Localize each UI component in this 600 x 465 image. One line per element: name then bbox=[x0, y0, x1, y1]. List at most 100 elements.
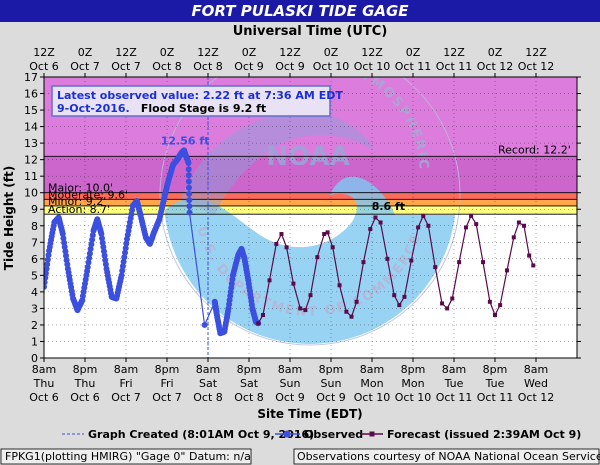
x-tick-day: Thu bbox=[74, 377, 96, 390]
forecast-point bbox=[445, 306, 450, 311]
watermark-water bbox=[165, 176, 455, 344]
x-tick-date: Oct 10 bbox=[395, 391, 432, 404]
y-tick-label: 5 bbox=[31, 269, 38, 282]
forecast-point bbox=[421, 213, 426, 218]
peak-label: 12.56 ft bbox=[161, 134, 210, 147]
info-latest-value: Latest observed value: 2.22 ft at 7:36 A… bbox=[57, 89, 343, 102]
legend-forecast-marker bbox=[369, 431, 375, 437]
forecast-point bbox=[426, 223, 431, 228]
moderate-zone bbox=[44, 192, 577, 200]
x-tick-time: 8pm bbox=[73, 363, 98, 376]
forecast-point bbox=[308, 293, 313, 298]
forecast-point bbox=[474, 222, 479, 227]
x-tick-day: Fri bbox=[119, 377, 132, 390]
forecast-point bbox=[368, 227, 373, 232]
x-tick-time: 8am bbox=[196, 363, 220, 376]
utc-tick-time: 12Z bbox=[443, 46, 465, 59]
forecast-point bbox=[463, 225, 468, 230]
utc-tick-time: 0Z bbox=[78, 46, 93, 59]
observed-point bbox=[89, 236, 96, 243]
observed-point bbox=[186, 190, 193, 197]
utc-tick-time: 12Z bbox=[525, 46, 547, 59]
observed-point bbox=[122, 245, 129, 252]
observed-point bbox=[100, 244, 107, 250]
observed-point bbox=[120, 258, 127, 265]
forecast-point bbox=[325, 230, 330, 235]
x-tick-time: 8am bbox=[524, 363, 548, 376]
x-tick-date: Oct 7 bbox=[111, 391, 141, 404]
minor-zone bbox=[44, 199, 577, 206]
forecast-point bbox=[291, 281, 296, 286]
x-tick-time: 8am bbox=[360, 363, 384, 376]
legend-forecast: Forecast (issued 2:39AM Oct 9) bbox=[387, 428, 581, 441]
x-tick-date: Oct 12 bbox=[518, 391, 555, 404]
forecast-point bbox=[354, 299, 359, 304]
y-tick-label: 17 bbox=[24, 71, 38, 84]
x-tick-date: Oct 11 bbox=[436, 391, 473, 404]
y-tick-label: 1 bbox=[31, 335, 38, 348]
y-axis-title: Tide Height (ft) bbox=[2, 166, 16, 270]
x-tick-time: 8pm bbox=[483, 363, 508, 376]
y-tick-label: 14 bbox=[24, 121, 38, 134]
forecast-point bbox=[344, 309, 349, 314]
observed-point bbox=[88, 241, 95, 248]
y-tick-label: 6 bbox=[31, 253, 38, 266]
utc-tick-date: Oct 7 bbox=[70, 60, 100, 73]
observed-point bbox=[185, 160, 192, 166]
x-tick-day: Thu bbox=[33, 377, 55, 390]
y-tick-label: 11 bbox=[24, 170, 38, 183]
observed-point bbox=[185, 166, 192, 173]
utc-tick-time: 0Z bbox=[488, 46, 503, 59]
observed-point bbox=[59, 231, 66, 237]
utc-tick-date: Oct 8 bbox=[193, 60, 223, 73]
x-tick-time: 8pm bbox=[237, 363, 262, 376]
forecast-point bbox=[416, 225, 421, 230]
footer-datum: FPKG1(plotting HMIRG) "Gage 0" Datum: n/… bbox=[5, 450, 251, 463]
x-tick-time: 8am bbox=[278, 363, 302, 376]
forecast-point bbox=[330, 245, 335, 250]
forecast-point bbox=[274, 241, 279, 246]
x-tick-date: Oct 9 bbox=[275, 391, 305, 404]
watermark-bird bbox=[180, 111, 375, 215]
observed-point bbox=[118, 272, 125, 279]
utc-tick-date: Oct 10 bbox=[313, 60, 350, 73]
forecast-point bbox=[481, 260, 486, 265]
utc-tick-date: Oct 11 bbox=[395, 60, 432, 73]
observed-point bbox=[123, 240, 130, 247]
observed-point bbox=[119, 263, 126, 270]
forecast-point bbox=[440, 301, 445, 306]
y-tick-label: 7 bbox=[31, 236, 38, 249]
x-tick-time: 8pm bbox=[319, 363, 344, 376]
utc-tick-time: 12Z bbox=[115, 46, 137, 59]
observed-point bbox=[61, 244, 68, 250]
utc-tick-date: Oct 12 bbox=[518, 60, 555, 73]
forecast-point bbox=[409, 258, 414, 263]
footer-credit: Observations courtesy of NOAA National O… bbox=[297, 450, 600, 463]
observed-point bbox=[186, 203, 193, 210]
x-tick-date: Oct 11 bbox=[477, 391, 514, 404]
x-tick-time: 8pm bbox=[155, 363, 180, 376]
forecast-point bbox=[498, 303, 503, 308]
info-box bbox=[51, 85, 331, 117]
y-tick-label: 15 bbox=[24, 104, 38, 117]
observed-point bbox=[44, 270, 49, 277]
observed-point bbox=[87, 245, 94, 252]
observed-point bbox=[98, 231, 105, 237]
y-tick-label: 3 bbox=[31, 302, 38, 315]
utc-tick-time: 0Z bbox=[160, 46, 175, 59]
utc-tick-time: 0Z bbox=[242, 46, 257, 59]
x-tick-date: Oct 6 bbox=[29, 391, 59, 404]
observed-point bbox=[63, 252, 69, 259]
record-label: Record: 12.2' bbox=[498, 143, 571, 156]
flood-label: Moderate: 9.6' bbox=[48, 188, 128, 201]
observed-point bbox=[45, 252, 52, 259]
footer-right-box bbox=[293, 448, 600, 465]
x-tick-date: Oct 6 bbox=[70, 391, 100, 404]
observed-point bbox=[119, 267, 126, 274]
forecast-point bbox=[322, 232, 327, 237]
info-date: 9-Oct-2016. bbox=[57, 102, 130, 115]
utc-tick-time: 12Z bbox=[197, 46, 219, 59]
forecast-point bbox=[522, 223, 527, 228]
